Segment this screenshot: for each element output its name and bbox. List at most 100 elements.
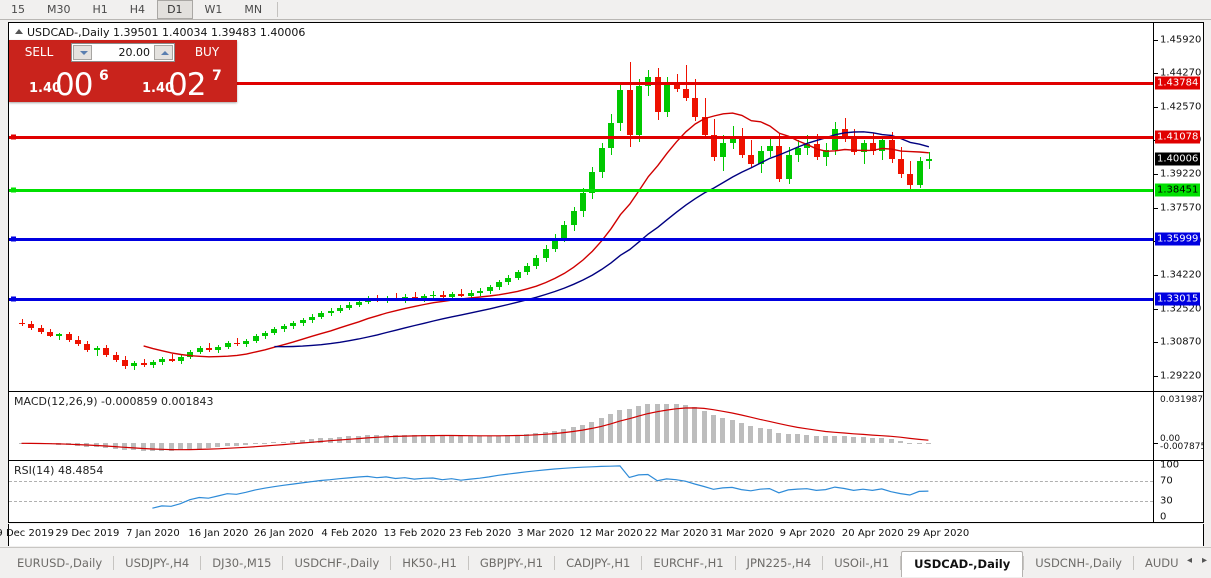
- date-tick-label: 29 Dec 2019: [55, 528, 120, 539]
- macd-histogram-bar: [776, 432, 782, 444]
- rsi-pane: RSI(14) 48.4854 100 70 30 0: [9, 461, 1203, 522]
- price-tick-label: 1.42570: [1160, 101, 1202, 113]
- tab-divider: [282, 556, 284, 570]
- sell-price-display[interactable]: 1.40 00 6: [11, 67, 122, 103]
- one-click-trading-panel[interactable]: SELL 20.00 BUY 1.40 00 6 1.40 02 7: [9, 40, 237, 103]
- price-level-label[interactable]: 1.43784: [1155, 76, 1201, 90]
- tab-divider: [467, 556, 469, 570]
- price-level-label[interactable]: 1.38451: [1155, 183, 1201, 197]
- macd-histogram-bar: [495, 435, 501, 444]
- symbol-tab[interactable]: DJ30-,M15: [212, 556, 272, 570]
- macd-histogram-bar: [654, 404, 660, 444]
- symbol-tab[interactable]: USDCHF-,Daily: [294, 556, 380, 570]
- price-level-label[interactable]: 1.33015: [1155, 292, 1201, 306]
- timeframe-h4[interactable]: H4: [129, 3, 146, 16]
- level-anchor[interactable]: [11, 187, 16, 193]
- symbol-tab[interactable]: AUDU: [1145, 556, 1179, 570]
- level-anchor[interactable]: [11, 296, 16, 302]
- caret-up-icon: [161, 51, 169, 55]
- price-level-line[interactable]: [9, 188, 1153, 192]
- tab-prev-icon[interactable]: ◂: [1186, 555, 1192, 566]
- price-level-line[interactable]: [9, 238, 1153, 242]
- date-tick-label: 22 Mar 2020: [644, 528, 709, 539]
- volume-increase-button[interactable]: [154, 45, 173, 60]
- macd-histogram-bar: [168, 443, 174, 451]
- price-level-label[interactable]: 1.41078: [1155, 130, 1201, 144]
- macd-histogram-bar: [757, 428, 763, 444]
- price-plot-area[interactable]: [9, 23, 1153, 391]
- timeframe-d1[interactable]: D1: [157, 0, 193, 19]
- macd-axis-label: -0.007875: [1160, 442, 1203, 453]
- symbol-tab[interactable]: USDCNH-,Daily: [1035, 556, 1122, 570]
- symbol-tab[interactable]: GBPJPY-,H1: [479, 556, 544, 570]
- timeframe-m30[interactable]: M30: [47, 3, 71, 16]
- symbol-tab[interactable]: EURCHF-,H1: [653, 556, 724, 570]
- price-level-line[interactable]: [9, 81, 1153, 85]
- macd-plot-area[interactable]: [9, 392, 1153, 460]
- macd-histogram-bar: [318, 438, 324, 444]
- rsi-label: RSI(14) 48.4854: [14, 464, 107, 477]
- symbol-tab[interactable]: CADJPY-,H1: [566, 556, 631, 570]
- tab-divider: [1023, 556, 1025, 570]
- timeframe-h1[interactable]: H1: [92, 3, 108, 16]
- axis-tick: [1154, 375, 1158, 377]
- macd-histogram-bar: [131, 443, 137, 451]
- timeframe-toolbar: 15 M30 H1 H4 D1 W1 MN: [0, 0, 1211, 20]
- tab-next-icon[interactable]: ▸: [1201, 555, 1207, 566]
- symbol-tab[interactable]: USDCAD-,Daily: [901, 551, 1024, 577]
- tab-navigation[interactable]: ◂ ▸: [1187, 555, 1207, 566]
- rsi-plot-area[interactable]: [9, 461, 1153, 522]
- symbol-tab[interactable]: HK50-,H1: [402, 556, 457, 570]
- macd-histogram-bar: [224, 443, 230, 447]
- macd-histogram-bar: [355, 435, 361, 444]
- date-tick-label: 23 Feb 2020: [449, 528, 512, 539]
- macd-histogram-bar: [402, 434, 408, 444]
- price-tick-label: 1.45920: [1160, 34, 1202, 46]
- sell-button[interactable]: SELL: [13, 43, 65, 62]
- buy-button[interactable]: BUY: [181, 43, 233, 62]
- macd-histogram-bar: [813, 435, 819, 444]
- price-level-line[interactable]: [9, 136, 1153, 140]
- symbol-tab[interactable]: EURUSD-,Daily: [17, 556, 103, 570]
- symbol-tab[interactable]: USOil-,H1: [834, 556, 890, 570]
- macd-histogram-bar: [841, 435, 847, 444]
- macd-histogram-bar: [626, 408, 632, 444]
- macd-histogram-bar: [467, 436, 473, 444]
- sell-price-prefix: 1.40: [29, 81, 62, 96]
- price-tick-label: 1.32520: [1160, 303, 1202, 315]
- timeframe-w1[interactable]: W1: [204, 3, 223, 16]
- macd-histogram-bar: [897, 440, 903, 444]
- rsi-axis: 100 70 30 0: [1153, 461, 1203, 522]
- buy-price-main: 02: [168, 67, 206, 103]
- level-anchor[interactable]: [11, 236, 16, 242]
- timeframe-15[interactable]: 15: [11, 3, 25, 16]
- macd-histogram-bar: [879, 437, 885, 444]
- rsi-axis-label: 100: [1160, 461, 1180, 471]
- macd-histogram-bar: [916, 443, 922, 445]
- macd-histogram-bar: [383, 434, 389, 444]
- macd-axis-label: 0.00: [1160, 434, 1181, 445]
- macd-histogram-bar: [551, 430, 557, 444]
- macd-histogram-bar: [243, 443, 249, 446]
- macd-histogram-bar: [533, 433, 539, 444]
- price-level-label[interactable]: 1.35999: [1155, 232, 1201, 246]
- collapse-triangle-icon[interactable]: [15, 29, 23, 34]
- date-tick-label: 20 Apr 2020: [841, 528, 904, 539]
- symbol-tab[interactable]: JPN225-,H4: [746, 556, 812, 570]
- tab-divider: [900, 556, 902, 570]
- macd-histogram-bar: [486, 436, 492, 444]
- macd-histogram-bar: [477, 436, 483, 444]
- volume-decrease-button[interactable]: [73, 45, 92, 60]
- price-level-line[interactable]: [9, 298, 1153, 302]
- symbol-tab[interactable]: USDJPY-,H4: [125, 556, 190, 570]
- tab-divider: [200, 556, 202, 570]
- price-tick-label: 1.39220: [1160, 168, 1202, 180]
- level-anchor[interactable]: [11, 134, 16, 140]
- price-axis[interactable]: 1.459201.442701.425701.409201.392201.375…: [1153, 23, 1203, 391]
- price-level-label[interactable]: 1.40006: [1155, 152, 1201, 166]
- volume-input[interactable]: 20.00: [71, 43, 175, 62]
- axis-tick: [1154, 309, 1158, 311]
- buy-price-display[interactable]: 1.40 02 7: [124, 67, 235, 103]
- sell-price-main: 00: [55, 67, 93, 103]
- timeframe-mn[interactable]: MN: [244, 3, 263, 16]
